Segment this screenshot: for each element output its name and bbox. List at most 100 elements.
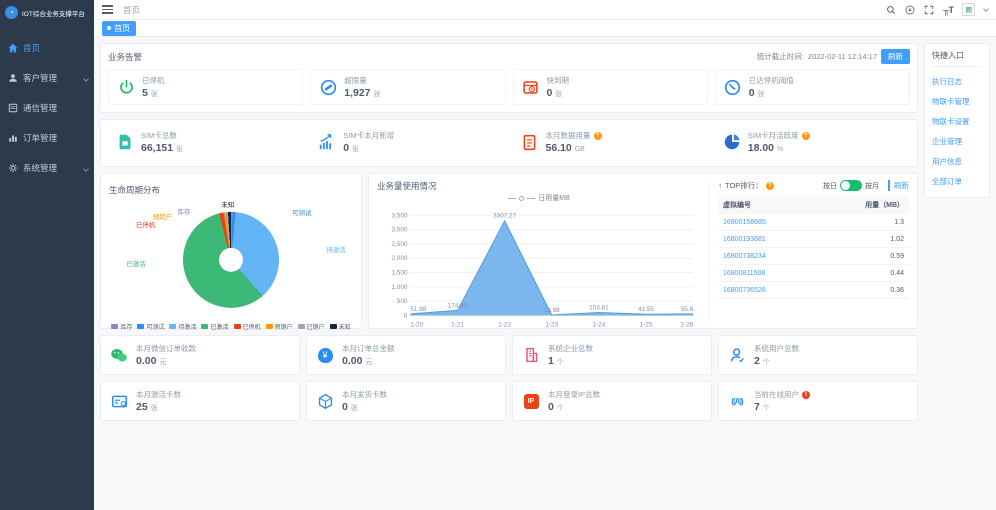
metric-unit: 元 bbox=[159, 359, 167, 366]
customer-icon bbox=[9, 74, 17, 82]
svg-text:1-25: 1-25 bbox=[640, 322, 653, 329]
svg-text:1-26: 1-26 bbox=[680, 322, 693, 329]
sidebar-item-label: 客户管理 bbox=[23, 73, 58, 83]
callout-precancel: 预销户 bbox=[152, 214, 173, 221]
logo-icon: ◔ bbox=[5, 6, 18, 19]
svg-text:1-20: 1-20 bbox=[410, 322, 423, 329]
arrow-up-icon: ↑ bbox=[718, 181, 722, 190]
tab-home[interactable]: 首页 bbox=[102, 20, 136, 36]
stat-unit: 张 bbox=[150, 91, 158, 98]
quick-link-user-info[interactable]: 用户信息 bbox=[932, 157, 962, 166]
sidebar-nav: 首页 客户管理 通信管理 订单管理 系统管理 bbox=[0, 33, 94, 183]
callout-stopped: 已停机 bbox=[135, 222, 156, 229]
day-month-toggle[interactable] bbox=[840, 180, 862, 191]
avatar[interactable] bbox=[962, 3, 975, 16]
toggle-label-daily[interactable]: 按日 bbox=[823, 182, 837, 190]
sidebar-item-orders[interactable]: 订单管理 bbox=[0, 123, 94, 153]
help-icon[interactable]: ? bbox=[765, 181, 774, 190]
chevron-down-icon bbox=[83, 166, 89, 172]
lifecycle-title: 生命周期分布 bbox=[109, 185, 161, 195]
account-link[interactable]: 16800738234 bbox=[718, 247, 818, 265]
usage-legend[interactable]: 日用量MB bbox=[377, 193, 701, 203]
building-icon bbox=[522, 346, 540, 364]
svg-text:103.81: 103.81 bbox=[589, 304, 609, 311]
alert-icon[interactable]: ! bbox=[802, 390, 810, 399]
sidebar-item-communication[interactable]: 通信管理 bbox=[0, 93, 94, 123]
refresh-button[interactable]: 刷新 bbox=[881, 49, 910, 64]
metric-unit: 个 bbox=[762, 359, 770, 366]
metric-unit: 个 bbox=[556, 359, 564, 366]
stat-label: 本月数据用量 bbox=[545, 131, 591, 140]
metric-label: 本月微信订单收款 bbox=[136, 344, 196, 353]
quick-link-iot-card-settings[interactable]: 物联卡设置 bbox=[932, 117, 970, 126]
sidebar-item-label: 系统管理 bbox=[23, 163, 58, 173]
metric-order-amount: ¥ 本月订单总金额 0.00 元 bbox=[306, 335, 506, 375]
svg-text:500: 500 bbox=[397, 298, 408, 305]
stat-label: SIM卡总数 bbox=[141, 131, 177, 140]
stat-unit: 张 bbox=[555, 91, 563, 98]
table-row: 16800736526 0.36 bbox=[718, 281, 909, 299]
metric-value: 0.00 bbox=[136, 355, 157, 367]
callout-testable: 可测试 bbox=[292, 210, 312, 217]
svg-text:1,000: 1,000 bbox=[391, 284, 407, 291]
legend-item[interactable]: 已销户 bbox=[297, 322, 325, 331]
toggle-label-monthly[interactable]: 按月 bbox=[865, 182, 879, 190]
column-header-usage: 用量（MB） bbox=[817, 196, 909, 214]
breadcrumb: 首页 bbox=[123, 4, 141, 15]
stat-unit: 张 bbox=[176, 146, 184, 153]
quick-link-iot-card-mgmt[interactable]: 物联卡管理 bbox=[932, 97, 970, 106]
sidebar-item-customers[interactable]: 客户管理 bbox=[0, 63, 94, 93]
svg-text:55.6: 55.6 bbox=[681, 306, 694, 313]
search-icon[interactable] bbox=[886, 5, 896, 15]
legend-item[interactable]: 已停机 bbox=[233, 322, 261, 331]
stat-label: 快到期 bbox=[546, 76, 570, 85]
stats-cutoff-value: 2022-02-11 12:14:17 bbox=[807, 52, 877, 61]
quick-link-exec-log[interactable]: 执行日志 bbox=[932, 77, 962, 86]
quick-link-all-orders[interactable]: 全部订单 bbox=[932, 177, 962, 186]
usage-area-chart: 0 500 1,000 1,500 2,000 2,500 3,000 3,500 1-20 1-… bbox=[377, 203, 701, 330]
fullscreen-icon[interactable] bbox=[924, 5, 934, 15]
legend-item[interactable]: 已激活 bbox=[201, 322, 229, 331]
legend-item[interactable]: 待激活 bbox=[169, 322, 196, 331]
account-link[interactable]: 16800193681 bbox=[718, 230, 818, 248]
lifecycle-card: 生命周期分布 未知 库存 可测试 待激活 已激活 已停机 预销户 库 bbox=[100, 173, 362, 331]
quick-link-enterprise-mgmt[interactable]: 企业管理 bbox=[932, 137, 962, 146]
chevron-down-icon[interactable] bbox=[983, 5, 989, 12]
lifecycle-donut[interactable] bbox=[183, 211, 279, 308]
logo-title: IOT综合业务支撑平台 bbox=[22, 10, 85, 18]
stats-cutoff: 统计截止时间: 2022-02-11 12:14:17 刷新 bbox=[757, 49, 910, 64]
font-size-icon[interactable]: ╥T bbox=[943, 4, 954, 15]
svg-text:3307.27: 3307.27 bbox=[493, 213, 516, 220]
main-area: 首页 ╥T 首页 业务告警 bbox=[94, 0, 996, 510]
metric-value: 25 bbox=[136, 401, 148, 413]
metric-label: 本月登录IP总数 bbox=[548, 390, 601, 399]
stat-label: 超限量 bbox=[344, 76, 367, 85]
account-link[interactable]: 16800811508 bbox=[718, 264, 818, 282]
sidebar-item-system[interactable]: 系统管理 bbox=[0, 153, 94, 183]
legend-item[interactable]: 库存 bbox=[111, 322, 132, 331]
cloud-download-icon[interactable] bbox=[905, 5, 915, 15]
legend-item[interactable]: 可测试 bbox=[137, 322, 164, 331]
legend-item[interactable]: 预销户 bbox=[265, 322, 293, 331]
legend-item[interactable]: 未知 bbox=[329, 322, 351, 331]
signal-broadcast-icon: ((A)) bbox=[731, 396, 743, 406]
quick-entry-title: 快捷入口 bbox=[932, 50, 982, 67]
metric-wechat-income: 本月微信订单收款 0.00 元 bbox=[100, 335, 300, 375]
account-link[interactable]: 16800736526 bbox=[718, 281, 818, 299]
help-icon[interactable]: ? bbox=[801, 131, 810, 140]
tab-label: 首页 bbox=[114, 23, 130, 33]
metric-label: 本月发货卡数 bbox=[342, 390, 387, 399]
table-row: 16800158685 1.3 bbox=[718, 214, 909, 231]
metric-unit: 个 bbox=[762, 405, 770, 412]
legend-marker-icon bbox=[519, 195, 525, 201]
metric-shipped-cards: 本月发货卡数 0 张 bbox=[306, 381, 506, 421]
chevron-down-icon bbox=[83, 76, 89, 82]
account-link[interactable]: 16800158685 bbox=[718, 214, 818, 231]
collapse-menu-icon[interactable] bbox=[102, 5, 113, 14]
stat-unit: 张 bbox=[352, 146, 360, 153]
usage-value: 0.44 bbox=[817, 264, 909, 282]
rank-refresh-link[interactable]: 刷新 bbox=[888, 180, 909, 191]
svg-text:1-21: 1-21 bbox=[451, 322, 464, 329]
sidebar-item-home[interactable]: 首页 bbox=[0, 33, 94, 63]
help-icon[interactable]: ? bbox=[593, 131, 602, 140]
